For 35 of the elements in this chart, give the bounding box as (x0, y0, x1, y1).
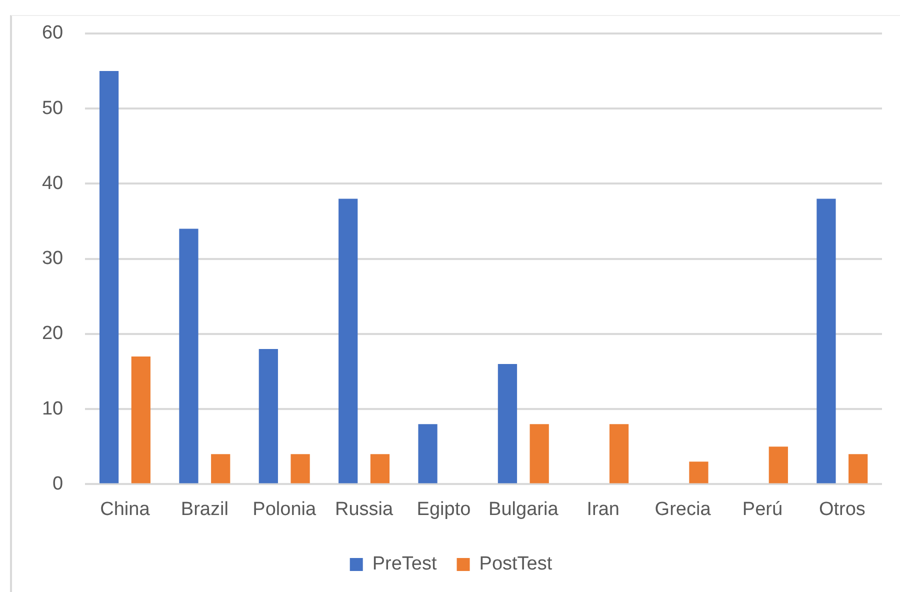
y-tick-label: 0 (52, 473, 64, 494)
y-tick-label: 20 (42, 323, 64, 344)
x-tick-label: Egipto (416, 498, 471, 520)
bar (418, 424, 438, 484)
y-tick-label: 30 (42, 248, 64, 270)
y-tick-label: 10 (42, 398, 64, 420)
x-tick-label: Grecia (654, 498, 712, 520)
bar (530, 424, 549, 484)
bar (179, 228, 198, 484)
y-tick-label: 50 (42, 98, 64, 119)
bar (848, 454, 868, 484)
x-tick-label: Bulgaria (488, 498, 559, 520)
x-tick-label: Russia (335, 498, 394, 520)
bar (609, 424, 629, 484)
x-tick-label: Perú (742, 498, 783, 520)
bar (290, 454, 310, 484)
bar (689, 462, 708, 484)
bar (498, 364, 518, 484)
bar (768, 446, 788, 484)
legend-label: PostTest (479, 554, 553, 575)
x-tick-label: China (100, 498, 150, 520)
bar (131, 356, 150, 484)
x-tick-label: Polonia (252, 498, 316, 520)
bar (211, 454, 230, 484)
y-tick-label: 60 (42, 22, 64, 44)
y-tick-label: 40 (42, 172, 64, 194)
bar (370, 454, 390, 484)
x-tick-label: Brazil (180, 498, 228, 520)
bar (816, 198, 836, 484)
x-tick-label: Iran (586, 498, 620, 520)
legend-label: PreTest (372, 554, 438, 575)
bar (99, 70, 119, 484)
bar (258, 348, 278, 484)
x-tick-label: Otros (818, 498, 866, 520)
bar (338, 198, 358, 484)
